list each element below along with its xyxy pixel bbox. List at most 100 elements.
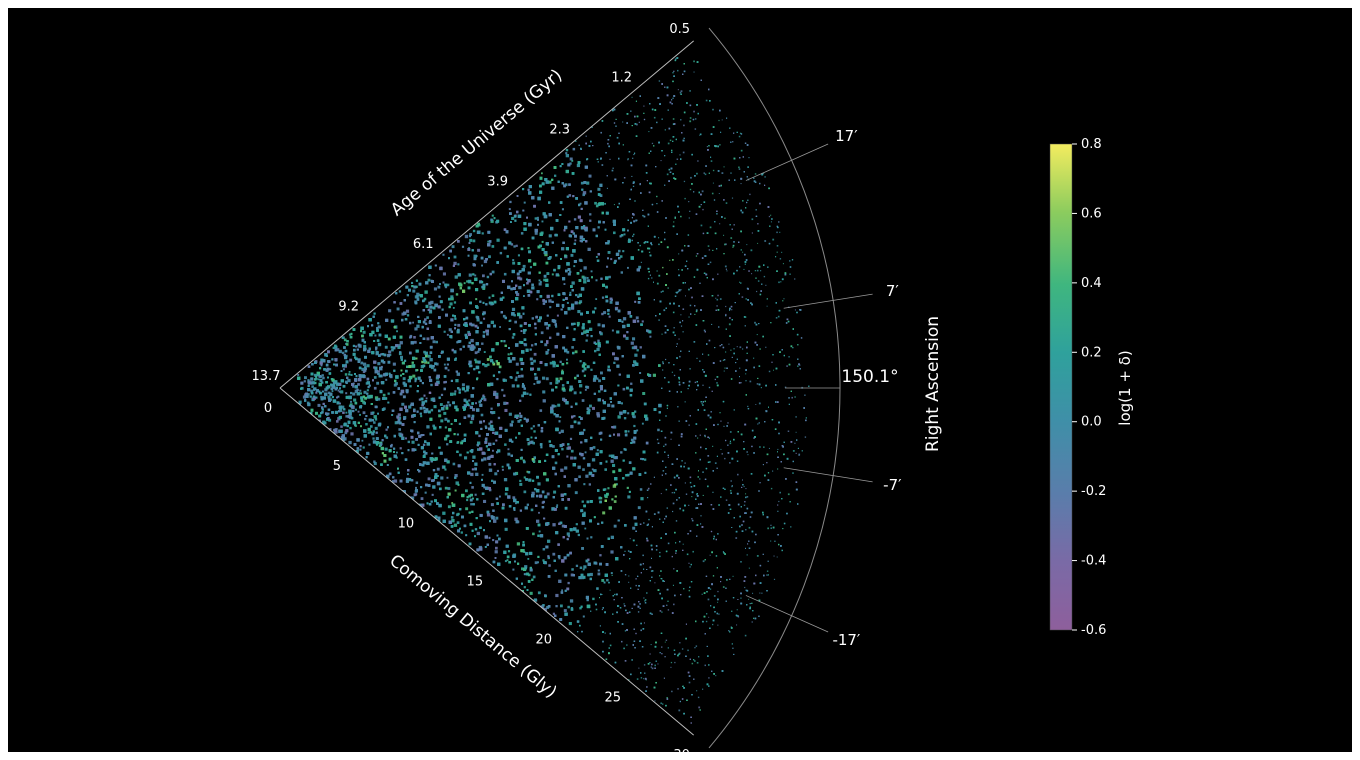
density-point [743,504,746,506]
density-point [592,378,597,382]
density-point [724,367,726,369]
density-point [590,368,593,371]
density-point [685,493,688,495]
density-point [627,159,629,161]
density-point [571,346,574,349]
density-point [708,616,710,618]
density-point [348,440,352,445]
density-point [702,404,704,406]
density-point [739,346,742,349]
density-point [353,398,357,402]
density-point [511,420,514,423]
density-point [766,574,768,576]
density-point [658,243,660,246]
density-point [678,269,680,271]
density-point [642,554,644,557]
density-point [504,379,507,382]
density-point [364,417,367,421]
density-point [377,397,381,401]
density-point [527,247,530,250]
density-point [492,449,494,452]
density-point [719,412,721,414]
density-point [601,296,605,299]
density-point [534,561,538,565]
density-point [347,378,351,383]
density-point [715,675,717,677]
density-point [366,389,369,392]
density-point [394,382,398,386]
density-point [537,482,541,486]
density-point [363,344,367,349]
density-point [640,677,643,679]
density-point [689,120,692,123]
density-point [592,597,595,601]
density-point [465,507,469,511]
density-point [745,373,747,375]
density-point [776,251,778,253]
density-point [499,326,501,328]
density-point [573,415,576,418]
density-point [667,381,670,384]
density-point [623,177,626,179]
density-point [317,378,320,381]
density-point [579,202,582,205]
density-point [754,173,757,175]
density-point [515,362,519,366]
density-point [613,361,616,364]
density-point [662,290,664,293]
density-point [530,508,534,512]
density-point [542,390,546,394]
density-point [714,378,716,381]
density-point [407,440,410,444]
density-point [413,340,417,344]
density-point [472,239,476,243]
density-point [583,330,587,334]
density-point [616,136,619,139]
density-point [552,364,556,368]
density-point [707,354,710,356]
density-point [699,134,701,136]
density-point [574,491,578,495]
density-point [365,423,368,426]
density-point [397,413,401,417]
density-point [689,481,692,484]
density-point [582,568,585,571]
density-point [627,495,631,499]
density-point [687,649,689,652]
density-point [511,384,515,388]
density-point [702,494,704,496]
density-point [583,280,587,284]
density-point [581,576,584,580]
density-point [674,58,677,60]
density-point [467,330,471,334]
density-point [654,700,656,702]
density-point [361,439,364,442]
density-point [483,317,486,320]
density-point [670,666,672,668]
density-point [412,289,416,293]
density-point [651,277,653,279]
density-point [770,540,772,542]
density-point [627,412,630,415]
density-point [573,265,576,268]
density-point [642,214,644,217]
density-point [639,488,643,491]
density-point [350,417,354,420]
density-point [474,360,478,364]
density-point [578,301,581,305]
density-point [770,487,773,490]
density-point [504,560,507,563]
density-point [469,420,473,424]
density-point [342,368,345,371]
density-point [642,392,646,395]
density-point [650,570,653,572]
density-point [640,457,642,460]
density-point [614,356,618,361]
density-point [705,99,708,102]
density-point [716,305,718,307]
density-point [744,634,747,637]
density-point [673,568,675,570]
density-point [589,572,593,577]
density-point [338,349,342,354]
density-point [426,337,430,341]
